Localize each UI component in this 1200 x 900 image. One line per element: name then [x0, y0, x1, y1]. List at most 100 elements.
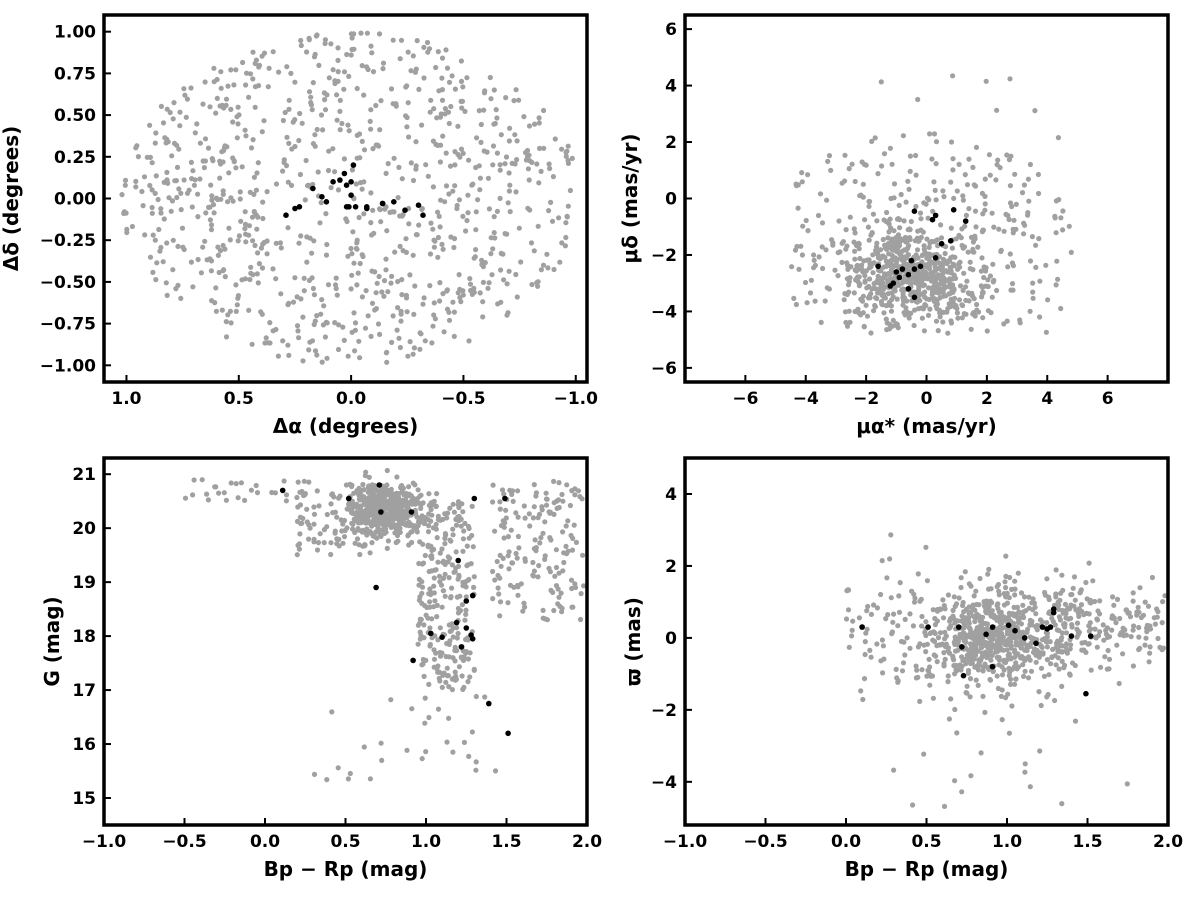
field-star-point — [216, 490, 222, 496]
field-star-point — [540, 607, 546, 614]
field-star-point — [337, 108, 343, 114]
field-star-point — [568, 532, 574, 539]
field-star-point — [374, 495, 380, 501]
field-star-point — [978, 750, 984, 756]
field-star-point — [501, 277, 507, 283]
field-star-point — [1009, 203, 1015, 210]
field-star-point — [330, 146, 336, 152]
field-star-point — [571, 522, 577, 528]
field-star-point — [242, 276, 248, 282]
field-star-point — [872, 302, 878, 309]
field-star-point — [190, 492, 196, 498]
field-star-point — [362, 325, 369, 331]
field-star-point — [1111, 602, 1117, 608]
y-tick-label: 6 — [665, 20, 677, 40]
field-star-point — [426, 523, 432, 529]
field-star-point — [280, 117, 286, 124]
member-star-point — [455, 557, 462, 564]
field-star-point — [1053, 594, 1059, 600]
field-star-point — [886, 262, 892, 268]
field-star-point — [427, 604, 433, 610]
field-star-point — [456, 504, 462, 511]
field-star-point — [476, 108, 482, 114]
field-star-point — [432, 316, 438, 322]
field-star-point — [435, 559, 441, 565]
field-star-point — [878, 247, 884, 253]
field-star-point — [999, 687, 1005, 693]
field-star-point — [907, 645, 913, 651]
field-star-point — [208, 222, 215, 228]
field-star-point — [511, 98, 517, 104]
field-star-point — [945, 592, 952, 598]
member-star-point — [310, 185, 316, 192]
field-star-point — [968, 660, 974, 667]
field-star-point — [860, 181, 866, 187]
field-star-point — [176, 146, 182, 152]
field-star-point — [433, 650, 439, 656]
field-star-point — [1076, 613, 1082, 620]
field-star-point — [795, 205, 801, 211]
field-star-point — [452, 149, 458, 155]
field-star-point — [254, 490, 261, 496]
field-star-point — [1130, 663, 1136, 669]
member-star-point — [875, 263, 881, 270]
field-star-point — [839, 259, 845, 265]
field-star-point — [445, 554, 451, 560]
field-star-point — [789, 264, 795, 270]
field-star-point — [919, 623, 925, 629]
field-star-point — [907, 168, 913, 174]
field-star-point — [142, 232, 148, 238]
field-star-point — [546, 208, 552, 214]
field-star-point — [1053, 230, 1059, 236]
field-star-point — [1056, 197, 1062, 203]
field-star-point — [986, 152, 993, 158]
field-star-point — [439, 684, 445, 691]
field-star-point — [361, 744, 367, 750]
field-star-point — [390, 37, 396, 43]
field-star-point — [973, 631, 979, 637]
field-star-point — [950, 156, 956, 162]
field-star-point — [461, 739, 467, 746]
field-star-point — [1036, 689, 1042, 695]
field-star-point — [490, 246, 496, 252]
field-star-point — [354, 246, 360, 252]
field-star-point — [431, 106, 437, 112]
field-star-point — [882, 284, 888, 290]
field-star-point — [302, 197, 308, 203]
field-star-point — [1006, 651, 1012, 657]
field-star-point — [560, 568, 566, 574]
field-star-point — [413, 510, 419, 516]
field-star-point — [925, 276, 931, 282]
field-star-point — [538, 168, 544, 174]
field-star-point — [876, 254, 883, 260]
field-star-point — [447, 505, 453, 511]
field-star-point — [321, 303, 327, 309]
field-star-point — [793, 301, 800, 308]
member-stars — [875, 207, 969, 301]
field-star-point — [887, 145, 894, 151]
field-star-point — [996, 592, 1002, 598]
field-star-point — [968, 634, 975, 640]
field-star-point — [852, 178, 858, 185]
field-star-point — [439, 75, 445, 81]
field-star-point — [334, 292, 340, 298]
field-star-point — [298, 233, 304, 239]
field-star-point — [847, 214, 853, 220]
field-star-point — [1111, 615, 1117, 621]
field-star-point — [292, 143, 298, 150]
field-star-point — [959, 613, 965, 619]
field-star-point — [964, 683, 970, 689]
field-star-point — [913, 272, 919, 278]
field-star-point — [1146, 659, 1152, 665]
field-star-point — [917, 641, 923, 647]
field-star-point — [419, 206, 425, 212]
field-star-point — [543, 502, 550, 508]
field-star-point — [211, 210, 217, 216]
member-star-point — [343, 182, 350, 188]
field-star-point — [917, 698, 923, 705]
field-star-point — [464, 217, 470, 224]
field-star-point — [1052, 622, 1058, 628]
field-star-point — [363, 496, 369, 502]
field-star-point — [368, 333, 374, 339]
field-star-point — [465, 192, 471, 198]
